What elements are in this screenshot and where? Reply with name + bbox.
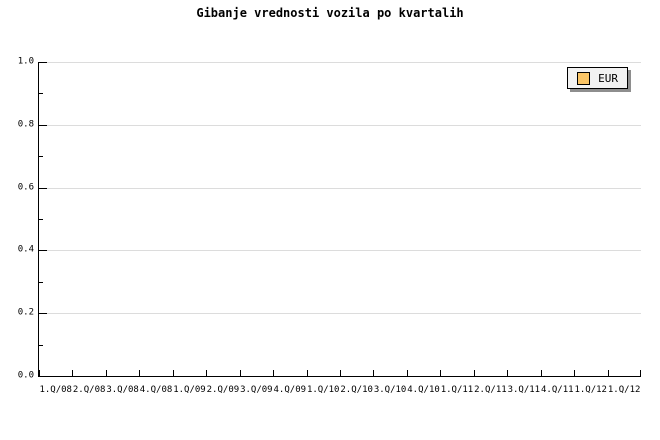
y-axis-major-tick	[39, 187, 47, 189]
x-axis-label: 2.Q/08	[72, 385, 106, 395]
x-axis-labels: 1.Q/08 2.Q/08 3.Q/08 4.Q/08 1.Q/09 2.Q/09 3.Q/…	[39, 385, 641, 395]
x-axis-tick	[105, 370, 107, 376]
x-axis-label: 1.Q/10	[306, 385, 340, 395]
y-axis-label: 1.0	[17, 56, 34, 67]
x-axis-label: 3.Q/09	[240, 385, 273, 395]
x-axis-tick	[574, 370, 576, 376]
gridline	[39, 313, 641, 315]
x-axis-label: 1.Q/11	[440, 385, 474, 395]
x-axis-label: 2.Q/11	[474, 385, 507, 395]
x-axis-tick	[540, 370, 542, 376]
x-axis-tick	[139, 370, 141, 376]
legend: EUR	[567, 67, 628, 89]
x-axis-tick	[340, 370, 341, 376]
gridline	[39, 124, 641, 126]
y-axis-major-tick	[39, 124, 47, 126]
y-axis-label: 0.6	[17, 182, 34, 193]
y-axis-minor-tick	[39, 93, 43, 95]
x-axis-label: 1.Q/08	[39, 385, 72, 395]
x-axis-label: 4.Q/08	[139, 385, 173, 395]
x-axis-tick	[507, 370, 509, 376]
y-axis-label: 0.8	[17, 119, 34, 130]
x-axis-label: 3.Q/11	[507, 385, 541, 395]
x-axis-tick	[239, 370, 241, 376]
x-axis-label: 4.Q/11	[541, 385, 574, 395]
x-axis-label: 1.Q/12	[607, 385, 641, 395]
x-axis-tick	[640, 370, 641, 376]
x-axis-label: 3.Q/10	[373, 385, 407, 395]
x-axis-label: 2.Q/09	[206, 385, 240, 395]
legend-label: EUR	[598, 71, 618, 85]
x-axis-label: 1.Q/12	[574, 385, 607, 395]
y-axis-minor-tick	[39, 344, 43, 346]
x-axis-label: 1.Q/09	[173, 385, 206, 395]
gridline	[39, 187, 641, 189]
x-axis-tick	[72, 370, 74, 376]
x-axis-tick	[273, 370, 275, 376]
x-axis-tick	[172, 370, 174, 376]
x-axis-label: 4.Q/09	[273, 385, 307, 395]
y-axis-major-tick	[39, 250, 47, 252]
x-axis-label: 2.Q/10	[340, 385, 373, 395]
y-axis-major-tick	[39, 62, 47, 63]
chart-title: Gibanje vrednosti vozila po kvartalih	[196, 6, 464, 20]
x-axis-tick	[206, 370, 208, 376]
x-axis-tick	[39, 370, 40, 376]
gridline	[39, 62, 641, 63]
x-axis-tick	[406, 370, 408, 376]
gridline	[39, 250, 641, 252]
y-axis-label: 0.4	[17, 244, 34, 255]
x-axis-tick	[473, 370, 475, 376]
x-axis-tick	[440, 370, 442, 376]
plot-area: EUR 1.Q/08 2.Q/08 3.Q/08 4.Q/08 1.Q/09 2.Q/09…	[18, 57, 641, 395]
y-axis-minor-tick	[39, 219, 43, 220]
x-axis-label: 4.Q/10	[407, 385, 440, 395]
y-axis-label: 0.0	[17, 370, 34, 381]
x-axis-tick	[306, 370, 308, 376]
x-axis-tick	[373, 370, 375, 376]
y-axis-minor-tick	[39, 156, 43, 158]
x-axis-tick	[607, 370, 609, 376]
x-axis-label: 3.Q/08	[106, 385, 139, 395]
y-axis-major-tick	[39, 313, 47, 315]
y-axis-label: 0.2	[17, 307, 34, 318]
legend-swatch	[577, 71, 591, 85]
y-axis-minor-tick	[39, 281, 43, 283]
